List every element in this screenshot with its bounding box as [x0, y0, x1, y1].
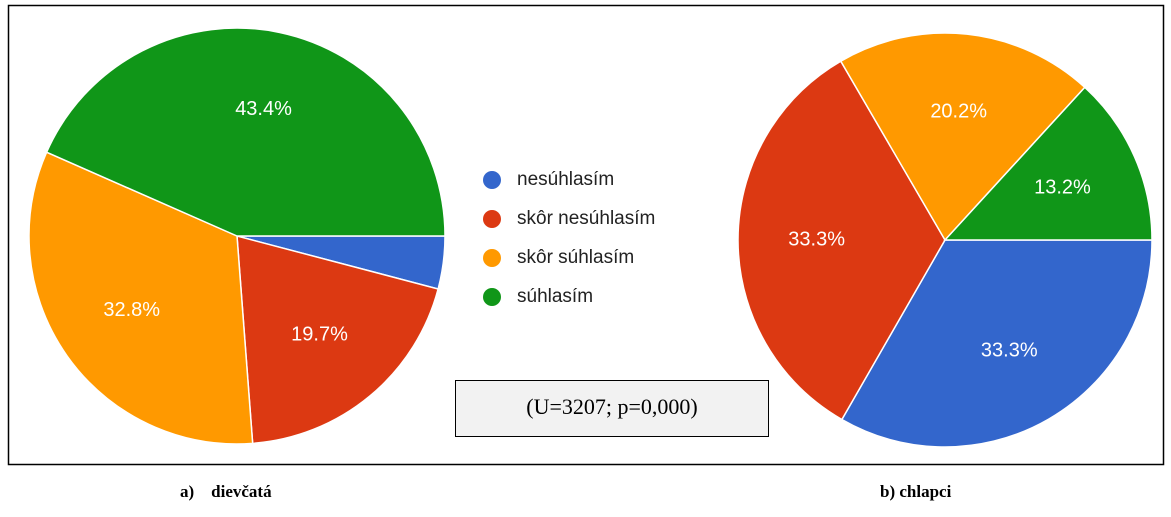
data-label: 33.3% [788, 229, 845, 251]
annotation-box [455, 380, 769, 437]
annotation: (U=3207; p=0,000) [526, 394, 697, 419]
pie-slice [840, 239, 1153, 448]
legend-label: súhlasím [517, 286, 593, 307]
pie-slice [943, 86, 1153, 241]
legend-label: nesúhlasím [517, 169, 614, 190]
pie-slice [45, 27, 446, 237]
legend-swatch [483, 171, 501, 189]
pie-slice [737, 60, 946, 421]
legend-swatch [483, 288, 501, 306]
data-label: 32.8% [103, 299, 160, 321]
chart: (U=3207; p=0,000) 19.7% 32.8% 43.4% 33.3% 33… [7, 4, 1165, 466]
legend-swatch [483, 210, 501, 228]
data-label: 33.3% [981, 339, 1038, 361]
frame [7, 4, 1165, 466]
pie-slice [839, 32, 1086, 242]
data-label: 20.2% [930, 101, 987, 123]
pie-slice [28, 151, 254, 445]
caption: b) chlapci [880, 482, 952, 501]
pie-slice [236, 235, 440, 445]
data-label: 13.2% [1034, 177, 1091, 199]
data-label: 43.4% [235, 98, 292, 120]
legend-label: skôr nesúhlasím [517, 208, 655, 229]
legend-label: skôr súhlasím [517, 247, 634, 268]
caption: a) dievčatá [180, 482, 272, 501]
legend-swatch [483, 249, 501, 267]
data-label: 19.7% [291, 323, 348, 345]
